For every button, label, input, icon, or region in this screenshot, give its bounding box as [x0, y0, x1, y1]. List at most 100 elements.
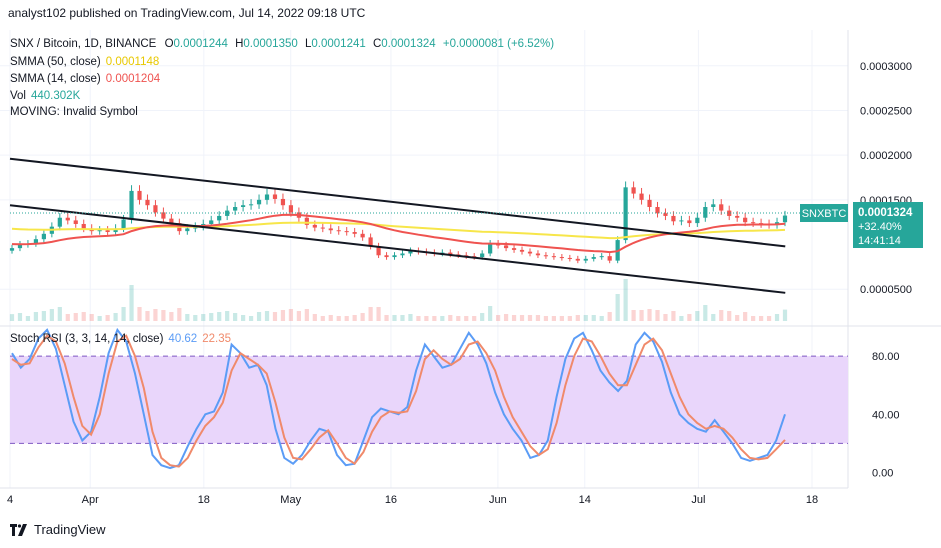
volume-bar — [17, 313, 23, 321]
candle-body — [543, 255, 549, 257]
volume-bar — [782, 309, 788, 321]
volume-bar — [81, 312, 86, 321]
volume-bar — [647, 309, 652, 321]
volume-bar — [456, 316, 461, 321]
volume-bar — [121, 307, 126, 321]
volume-bar — [248, 316, 254, 321]
volume-bar — [567, 316, 572, 321]
candle-body — [408, 250, 413, 254]
svg-text:SMMA (14, close)0.0001204: SMMA (14, close) 0.0001204 — [10, 73, 161, 85]
volume-bar — [105, 315, 110, 321]
volume-bar — [65, 314, 70, 321]
candle-body — [782, 215, 788, 223]
candle-body — [743, 217, 748, 223]
volume-bar — [408, 314, 413, 321]
legend-vol: Vol — [10, 90, 26, 102]
time-tick-label: 16 — [385, 494, 397, 506]
volume-bar — [623, 279, 628, 321]
candle-body — [320, 227, 325, 229]
candle-body — [503, 245, 509, 249]
volume-bar — [695, 311, 700, 321]
candle-body — [751, 222, 756, 224]
tradingview-logo[interactable]: TradingView — [10, 522, 106, 537]
volume-bar — [400, 315, 405, 321]
volume-bar — [575, 315, 580, 321]
volume-bar — [766, 316, 772, 321]
candle-body — [488, 243, 493, 254]
candle-body — [17, 244, 23, 249]
time-tick-label: 18 — [198, 494, 210, 506]
candle-body — [480, 253, 485, 258]
candle-body — [57, 217, 62, 227]
candle-body — [511, 248, 517, 250]
volume-bar — [663, 314, 668, 321]
sma14-line — [11, 213, 786, 254]
volume-bar — [368, 307, 373, 321]
time-tick-label: Jul — [691, 494, 705, 506]
volume-bar — [607, 312, 612, 321]
volume-bar — [440, 316, 445, 321]
candles — [9, 181, 788, 264]
volume-bar — [312, 314, 317, 321]
svg-text:SMMA (50, close)0.0001148: SMMA (50, close) 0.0001148 — [10, 56, 159, 68]
volume-bar — [41, 311, 46, 321]
volume-bar — [169, 312, 174, 321]
legend-moving: MOVING: Invalid Symbol — [10, 106, 138, 118]
candle-body — [97, 230, 102, 232]
candle-body — [233, 207, 238, 211]
stoch-tick-label: 0.00 — [872, 467, 893, 479]
candle-body — [448, 252, 453, 255]
candle-body — [336, 230, 341, 232]
volume-bar — [503, 314, 509, 321]
volume-bar — [583, 315, 588, 321]
volume-bar — [264, 311, 270, 321]
volume-bar — [727, 311, 732, 321]
price-badge: SNXBTC 0.0001324 +32.40% 14:41:14 — [800, 202, 923, 248]
volume-bar — [591, 315, 596, 321]
volume-bar — [57, 307, 62, 321]
candle-body — [113, 228, 118, 233]
volume-bar — [774, 314, 780, 321]
volume-bar — [49, 309, 54, 321]
volume-bar — [448, 315, 453, 321]
candle-body — [264, 194, 270, 200]
volume-bar — [89, 314, 94, 321]
price-tick-label: 0.0000500 — [860, 284, 912, 296]
candle-body — [312, 224, 317, 228]
volume-bar — [272, 312, 278, 321]
volume-bar — [97, 316, 102, 321]
candle-body — [328, 228, 333, 231]
candle-body — [719, 204, 724, 211]
time-tick-label: Jun — [489, 494, 507, 506]
volume-bar — [432, 316, 437, 321]
volume-bar — [33, 312, 39, 321]
candle-body — [129, 190, 134, 220]
volume-bar — [217, 312, 222, 321]
candle-body — [583, 258, 588, 261]
candle-body — [647, 199, 652, 207]
stoch-d-line — [11, 334, 786, 468]
svg-text:SNX / Bitcoin, 1D, BINANCE: SNX / Bitcoin, 1D, BINANCE O0.0001244 H0… — [10, 38, 554, 50]
candle-body — [288, 205, 294, 213]
published-header: analyst102 published on TradingView.com,… — [8, 6, 366, 20]
volume-bar — [687, 314, 692, 321]
volume-bar — [145, 311, 150, 321]
volume-bar — [256, 312, 262, 321]
volume-bars — [9, 279, 788, 321]
volume-bar — [615, 294, 620, 321]
volume-bar — [719, 310, 724, 321]
candle-body — [535, 253, 541, 256]
volume-bar — [73, 313, 78, 321]
volume-bar — [137, 307, 142, 321]
candle-body — [352, 232, 357, 234]
candle-body — [280, 198, 286, 206]
volume-bar — [631, 310, 636, 321]
moving-averages — [11, 213, 786, 254]
tradingview-brand: TradingView — [34, 522, 106, 537]
candle-body — [121, 219, 126, 229]
stoch-tick-label: 80.00 — [872, 351, 900, 363]
price-axis-labels: 0.00030000.00025000.00020000.00015000.00… — [860, 61, 912, 296]
candle-body — [631, 187, 636, 194]
volume-bar — [703, 305, 708, 321]
